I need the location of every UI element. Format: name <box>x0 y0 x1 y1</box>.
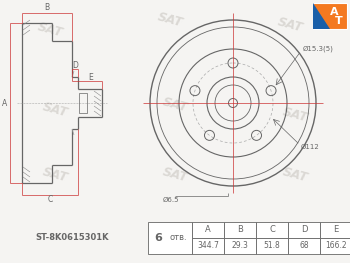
Text: 68: 68 <box>299 241 309 250</box>
Polygon shape <box>313 3 330 29</box>
Bar <box>288 222 320 238</box>
Text: отв.: отв. <box>169 234 187 242</box>
Text: 6: 6 <box>154 233 162 243</box>
Text: C: C <box>47 195 52 205</box>
Bar <box>224 238 256 254</box>
Text: D: D <box>301 225 307 235</box>
Bar <box>288 238 320 254</box>
Text: E: E <box>89 73 93 82</box>
Text: Ø112: Ø112 <box>301 144 320 150</box>
Text: B: B <box>44 3 50 13</box>
Text: C: C <box>269 225 275 235</box>
Bar <box>192 238 224 254</box>
Text: B: B <box>237 225 243 235</box>
Bar <box>79 93 87 113</box>
Text: Ø6.5: Ø6.5 <box>163 197 180 203</box>
Bar <box>313 3 347 29</box>
Bar <box>224 222 256 238</box>
Bar <box>148 222 192 254</box>
Text: 166.2: 166.2 <box>325 241 347 250</box>
Text: T: T <box>335 16 343 26</box>
Bar <box>256 238 288 254</box>
Text: A: A <box>330 7 339 17</box>
Text: E: E <box>333 225 339 235</box>
Text: SAT: SAT <box>41 165 69 185</box>
Text: SAT: SAT <box>41 100 69 120</box>
Bar <box>320 222 350 238</box>
Bar <box>320 238 350 254</box>
Text: A: A <box>205 225 211 235</box>
Text: Ø15.3(5): Ø15.3(5) <box>303 46 334 52</box>
Text: SAT: SAT <box>276 15 304 35</box>
Text: 51.8: 51.8 <box>264 241 280 250</box>
Text: ST-8K0615301K: ST-8K0615301K <box>35 234 109 242</box>
Text: 344.7: 344.7 <box>197 241 219 250</box>
Bar <box>256 222 288 238</box>
Text: SAT: SAT <box>281 165 309 185</box>
Text: A: A <box>2 99 8 108</box>
Bar <box>192 222 224 238</box>
Text: SAT: SAT <box>281 105 309 125</box>
Text: 29.3: 29.3 <box>232 241 248 250</box>
Text: D: D <box>72 60 78 69</box>
Text: SAT: SAT <box>36 20 64 40</box>
Text: SAT: SAT <box>161 165 189 185</box>
Text: SAT: SAT <box>156 10 184 30</box>
Text: SAT: SAT <box>161 95 189 115</box>
